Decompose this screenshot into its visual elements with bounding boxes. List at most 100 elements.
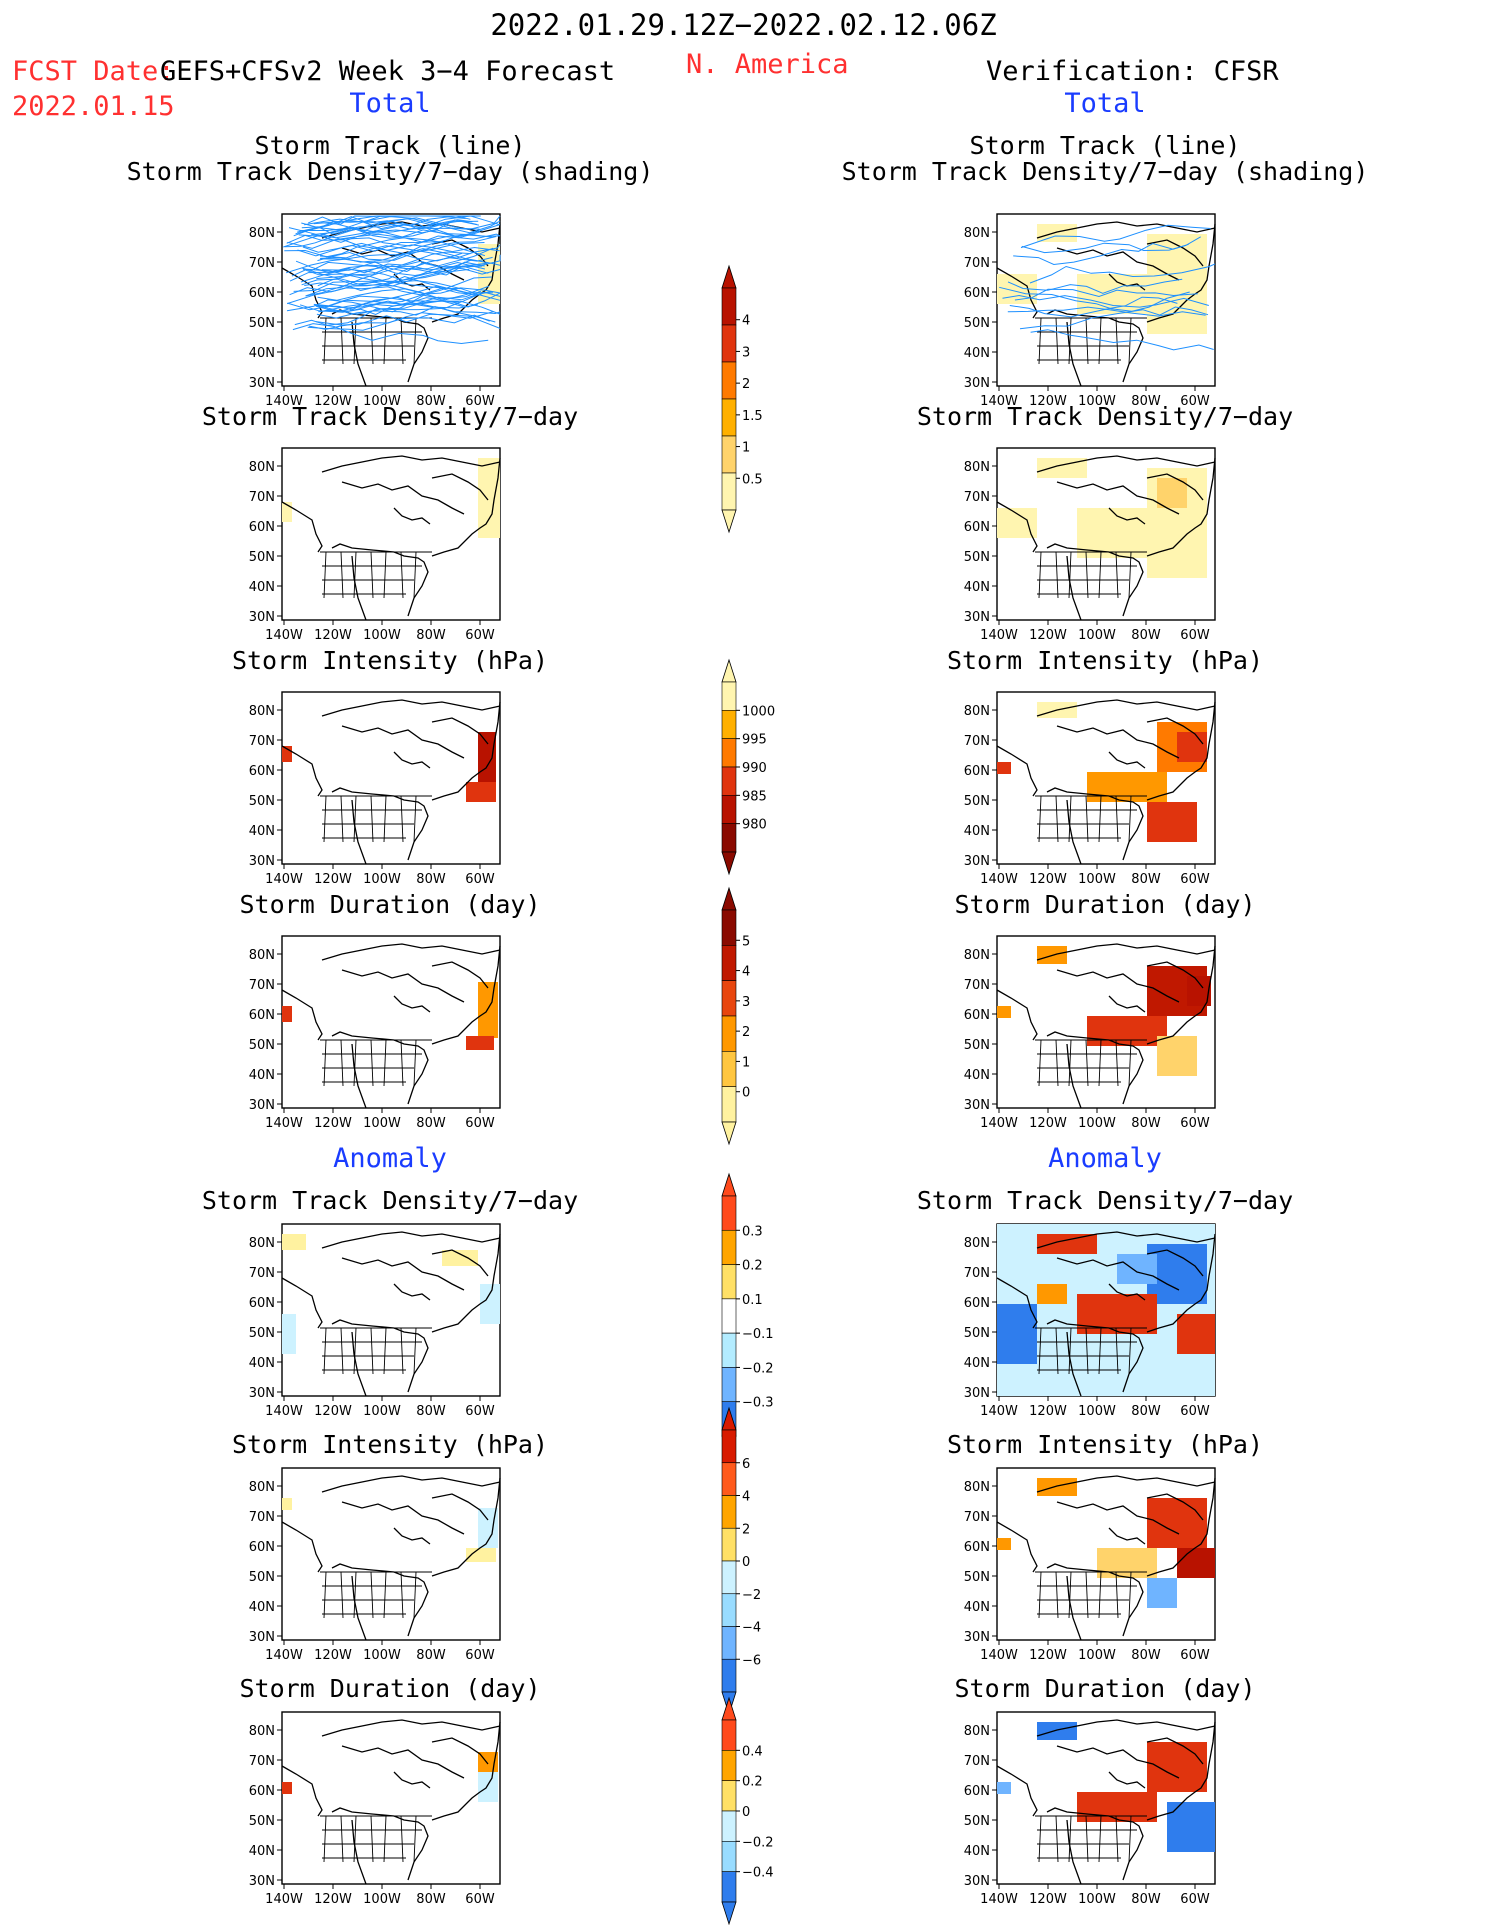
verif-density-xtick-label: 140W xyxy=(980,628,1018,643)
fcst-anom-duration-coastline xyxy=(331,1807,429,1881)
cbar-anom-intensity-label: 0 xyxy=(742,1555,750,1570)
verif-duration-ytick-label: 50N xyxy=(964,1038,990,1053)
verif-anom-duration-coastline xyxy=(1036,1719,1216,1737)
cbar-anom-duration-swatch xyxy=(721,1719,737,1751)
fcst-track-map: 80N 70N 60N 50N 40N 30N 140W 120W 100W 80W 60W xyxy=(249,213,501,409)
fcst-anom-density-xtick-label: 140W xyxy=(265,1404,303,1419)
fcst-anom-density-map: 80N 70N 60N 50N 40N 30N 140W 120W 100W 80W 60W xyxy=(249,1223,501,1419)
verif-anom-intensity-cell xyxy=(1177,1548,1215,1578)
fcst-duration-coastline xyxy=(431,961,489,989)
cbar-anom-intensity: 6 4 2 0 −2 −4 −6 xyxy=(721,1406,761,1716)
fcst-intensity-ytick-label: 80N xyxy=(249,704,275,719)
verif-density-xtick-label: 100W xyxy=(1078,628,1116,643)
fcst-anom-intensity-cell xyxy=(282,1498,292,1510)
fcst-track-track-line xyxy=(316,305,496,323)
cbar-anom-intensity-swatch xyxy=(721,1462,737,1496)
cbar-density-label: 0.5 xyxy=(742,472,763,487)
cbar-anom-duration-bottom-arrow xyxy=(721,1901,737,1925)
cbar-intensity-swatch xyxy=(721,738,737,768)
verif-density-ytick-label: 80N xyxy=(964,460,990,475)
fcst-anom-density-coastline xyxy=(341,1257,465,1291)
cbar-density-swatch xyxy=(721,435,737,474)
verif-track-coastline xyxy=(1146,223,1216,323)
cbar-anom-duration-label: 0 xyxy=(742,1805,750,1820)
fcst-date: 2022.01.15 xyxy=(12,91,175,122)
verif-anom-duration-xtick-label: 140W xyxy=(980,1892,1018,1907)
verif-anom-intensity-map: 80N 70N 60N 50N 40N 30N 140W 120W 100W 80W 60W xyxy=(964,1467,1216,1663)
fcst-anom-density-xtick-label: 120W xyxy=(314,1404,352,1419)
verif-track-map: 80N 70N 60N 50N 40N 30N 140W 120W 100W 80W 60W xyxy=(964,213,1216,409)
fcst-duration-xtick-label: 100W xyxy=(363,1116,401,1131)
verif-track-track-line xyxy=(1029,263,1216,284)
verif-anom-intensity-cell xyxy=(1147,1578,1177,1608)
fcst-density-coastline xyxy=(331,543,429,617)
fcst-intensity-ytick-label: 70N xyxy=(249,734,275,749)
verif-anom-density-ytick-label: 60N xyxy=(964,1296,990,1311)
cbar-density-swatch xyxy=(721,472,737,511)
cbar-intensity-swatch xyxy=(721,823,737,853)
verif-anom-duration-ytick-label: 60N xyxy=(964,1784,990,1799)
fcst-track-track-line xyxy=(306,261,486,297)
cbar-intensity-label: 990 xyxy=(742,761,767,776)
cbar-anom-density-swatch xyxy=(721,1264,737,1300)
verif-anom-duration-map: 80N 70N 60N 50N 40N 30N 140W 120W 100W 80W 60W xyxy=(964,1711,1216,1907)
verif-intensity-ytick-label: 50N xyxy=(964,794,990,809)
fcst-anom-intensity-ytick-label: 60N xyxy=(249,1540,275,1555)
cbar-anom-density-label: −0.1 xyxy=(742,1327,774,1342)
cbar-density-label: 2 xyxy=(742,377,750,392)
fcst-anom-intensity-state-borders xyxy=(320,1571,432,1619)
verif-anom-density-cell xyxy=(1117,1254,1157,1284)
fcst-track-track-line xyxy=(319,234,501,264)
fcst-intensity-state-borders xyxy=(320,795,432,843)
verif-intensity-coastline xyxy=(1056,725,1180,759)
verif-anom-density-coastline xyxy=(1036,1231,1216,1249)
verif-density-xtick-label: 120W xyxy=(1029,628,1067,643)
fcst-duration-frame xyxy=(281,935,501,1109)
verif-anom-density-map: 80N 70N 60N 50N 40N 30N 140W 120W 100W 80W 60W xyxy=(964,1223,1216,1419)
fcst-track-ytick-label: 40N xyxy=(249,346,275,361)
verif-anom-density-xtick-label: 100W xyxy=(1078,1404,1116,1419)
cbar-intensity-swatch xyxy=(721,681,737,711)
verif-anom-intensity-ytick-label: 70N xyxy=(964,1510,990,1525)
cbar-anom-intensity-swatch xyxy=(721,1527,737,1562)
fcst-anom-density-ytick-label: 60N xyxy=(249,1296,275,1311)
cbar-duration-label: 5 xyxy=(742,934,750,949)
verif-duration-coastline xyxy=(1056,969,1180,1003)
verif-duration-xtick-label: 140W xyxy=(980,1116,1018,1131)
fcst-track-track-line xyxy=(315,313,501,329)
fcst-duration-ytick-label: 30N xyxy=(249,1098,275,1113)
verif-intensity-ytick-label: 30N xyxy=(964,854,990,869)
verif-density-ytick-label: 50N xyxy=(964,550,990,565)
verif-track-xtick-label: 100W xyxy=(1078,394,1116,409)
verif-anom-duration-cell xyxy=(1147,1742,1207,1792)
fcst-track-xtick-label: 80W xyxy=(416,394,446,409)
fcst-anom-duration-xtick-label: 60W xyxy=(465,1892,495,1907)
verif-track-coastline xyxy=(1046,309,1144,383)
cbar-anom-intensity-swatch xyxy=(721,1626,737,1660)
verif-anom-density-ytick-label: 70N xyxy=(964,1266,990,1281)
fcst-track-xtick-label: 60W xyxy=(465,394,495,409)
fcst-track-track-line xyxy=(297,219,480,239)
cbar-duration-swatch xyxy=(721,980,737,1017)
verif-density-coastline xyxy=(1046,543,1144,617)
verif-anom-intensity-ytick-label: 50N xyxy=(964,1570,990,1585)
verif-track-coastline xyxy=(1066,321,1082,387)
fcst-anom-duration-ytick-label: 40N xyxy=(249,1844,275,1859)
total-right-label: Total xyxy=(1064,88,1146,119)
verif-track-ytick-label: 70N xyxy=(964,256,990,271)
fcst-duration-coastline xyxy=(341,969,465,1003)
verif-track-track-line xyxy=(999,286,1190,312)
verif-density-coastline xyxy=(1036,455,1216,473)
verif-track-ytick-label: 60N xyxy=(964,286,990,301)
fcst-track-track-line xyxy=(285,252,463,274)
verif-anom-density-cell xyxy=(1037,1284,1067,1304)
fcst-intensity-xtick-label: 80W xyxy=(416,872,446,887)
cbar-anom-intensity-label: −2 xyxy=(742,1588,761,1603)
fcst-track-track-line xyxy=(307,314,490,331)
fcst-anom-duration-frame xyxy=(281,1711,501,1885)
verif-intensity-ytick-label: 70N xyxy=(964,734,990,749)
verif-anom-duration-cell xyxy=(1037,1722,1077,1740)
fcst-intensity-coastline xyxy=(431,701,501,801)
fcst-density-ytick-label: 60N xyxy=(249,520,275,535)
fcst-track-ytick-label: 80N xyxy=(249,226,275,241)
